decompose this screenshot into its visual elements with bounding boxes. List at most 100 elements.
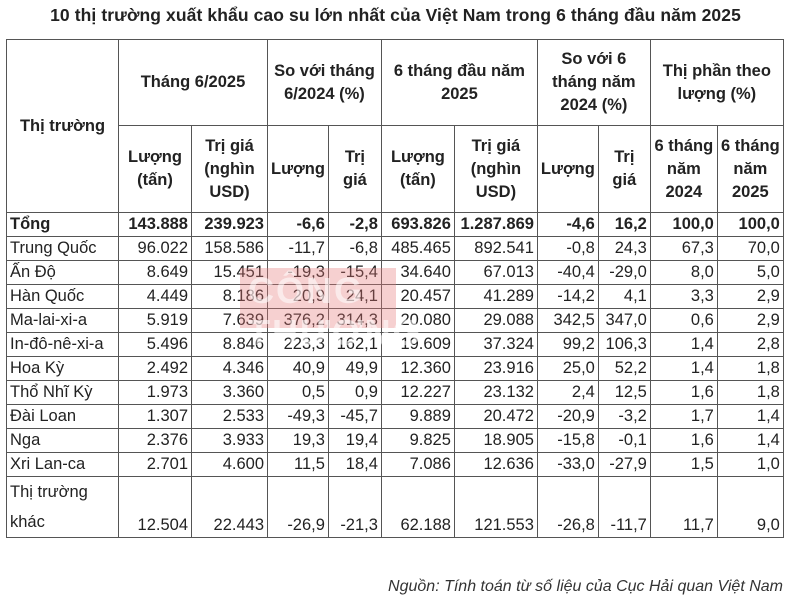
- table-cell: 9.889: [380, 404, 455, 429]
- table-cell: 25,0: [536, 356, 599, 381]
- table-cell: -49,3: [267, 404, 329, 429]
- table-cell: 8.846: [191, 332, 268, 357]
- table-cell: 106,3: [597, 332, 651, 357]
- table-cell: 24,1: [327, 284, 382, 309]
- table-cell: 11,5: [267, 452, 329, 477]
- table-cell: 5.496: [118, 332, 192, 357]
- table-cell: 1,6: [649, 428, 718, 453]
- table-cell: -27,9: [597, 452, 651, 477]
- table-cell: 12.360: [380, 356, 455, 381]
- table-cell: -40,4: [536, 260, 599, 285]
- market-name: Nga: [6, 428, 119, 453]
- table-cell: 22.443: [191, 476, 268, 538]
- table-cell: -6,8: [327, 236, 382, 261]
- table-cell: 1,4: [716, 428, 784, 453]
- table-row: Hàn Quốc 4.449 8.186 20,9 24,1 20.457 41.289 -1…: [6, 284, 784, 309]
- table-cell: 2.492: [118, 356, 192, 381]
- market-name: Hàn Quốc: [6, 284, 119, 309]
- table-cell: 162,1: [327, 332, 382, 357]
- table-cell: 2.533: [191, 404, 268, 429]
- table-cell: 7.639: [191, 308, 268, 333]
- table-cell: 99,2: [536, 332, 599, 357]
- table-cell: -3,2: [597, 404, 651, 429]
- table-cell: 29.088: [453, 308, 538, 333]
- table-row: Nga 2.376 3.933 19,3 19,4 9.825 18.905 -15,8 -0,…: [6, 428, 784, 453]
- table-row: Thị trường khác 12.504 22.443 -26,9 -21,3 62.…: [6, 476, 784, 538]
- subheader-volume-change: Lượng: [536, 125, 599, 213]
- table-cell: 0,9: [327, 380, 382, 405]
- table-cell: 12,5: [597, 380, 651, 405]
- subheader-value: Trị giá (nghìn USD): [453, 125, 538, 213]
- table-cell: 20.080: [380, 308, 455, 333]
- table-cell: 8.186: [191, 284, 268, 309]
- table-cell: 96.022: [118, 236, 192, 261]
- table-row-total: Tổng 143.888 239.923 -6,6 -2,8 693.826 1.287.8…: [6, 212, 784, 237]
- header-market: Thị trường: [6, 39, 119, 213]
- table-cell: 41.289: [453, 284, 538, 309]
- table-cell: 16,2: [597, 212, 651, 237]
- table-cell: -29,0: [597, 260, 651, 285]
- table-cell: 19,3: [267, 428, 329, 453]
- table-cell: 20.472: [453, 404, 538, 429]
- table-cell: 20,9: [267, 284, 329, 309]
- source-note: Nguồn: Tính toán từ số liệu của Cục Hải …: [388, 578, 783, 595]
- table-cell: -2,8: [327, 212, 382, 237]
- table-cell: 100,0: [649, 212, 718, 237]
- table-row: Hoa Kỳ 2.492 4.346 40,9 49,9 12.360 23.916 25,0…: [6, 356, 784, 381]
- subheader-value-change: Trị giá: [597, 125, 651, 213]
- table-cell: 1,5: [649, 452, 718, 477]
- table-cell: 347,0: [597, 308, 651, 333]
- table-cell: 239.923: [191, 212, 268, 237]
- table-cell: 9,0: [716, 476, 784, 538]
- table-cell: 18.905: [453, 428, 538, 453]
- subheader-volume: Lượng (tấn): [380, 125, 455, 213]
- table-cell: 49,9: [327, 356, 382, 381]
- table-cell: -19,3: [267, 260, 329, 285]
- table-cell: 223,3: [267, 332, 329, 357]
- table-cell: 1.307: [118, 404, 192, 429]
- table-cell: 19.609: [380, 332, 455, 357]
- rubber-export-table: Thị trường Tháng 6/2025 So với tháng 6/2…: [6, 39, 784, 538]
- market-name: Thị trường khác: [6, 476, 119, 538]
- table-cell: 4,1: [597, 284, 651, 309]
- header-june-2025: Tháng 6/2025: [118, 39, 268, 126]
- table-cell: 0,6: [649, 308, 718, 333]
- table-cell: 3.360: [191, 380, 268, 405]
- market-name: Ma-lai-xi-a: [6, 308, 119, 333]
- table-row: Trung Quốc 96.022 158.586 -11,7 -6,8 485.465 8…: [6, 236, 784, 261]
- table-cell: 1,6: [649, 380, 718, 405]
- subheader-volume-change: Lượng: [267, 125, 329, 213]
- table-cell: 314,3: [327, 308, 382, 333]
- table-cell: -15,4: [327, 260, 382, 285]
- table-row: Ma-lai-xi-a 5.919 7.639 376,2 314,3 20.080 29.…: [6, 308, 784, 333]
- table-cell: -21,3: [327, 476, 382, 538]
- table-title: 10 thị trường xuất khẩu cao su lớn nhất …: [50, 5, 741, 25]
- header-vs-6-months-2024: So với 6 tháng năm 2024 (%): [536, 39, 651, 126]
- table-cell: 1,4: [716, 404, 784, 429]
- table-cell: 7.086: [380, 452, 455, 477]
- table-cell: 12.636: [453, 452, 538, 477]
- table-cell: 1.973: [118, 380, 192, 405]
- table-cell: 34.640: [380, 260, 455, 285]
- table-cell: -33,0: [536, 452, 599, 477]
- table-cell: 1,7: [649, 404, 718, 429]
- table-cell: 1,4: [649, 356, 718, 381]
- table-cell: 5.919: [118, 308, 192, 333]
- table-cell: 3,3: [649, 284, 718, 309]
- table-cell: 67.013: [453, 260, 538, 285]
- table-cell: 2,8: [716, 332, 784, 357]
- table-cell: 1,4: [649, 332, 718, 357]
- table-cell: -20,9: [536, 404, 599, 429]
- table-cell: -26,9: [267, 476, 329, 538]
- table-cell: 19,4: [327, 428, 382, 453]
- table-cell: 376,2: [267, 308, 329, 333]
- header-market-share: Thị phần theo lượng (%): [649, 39, 784, 126]
- table-cell: 2,9: [716, 308, 784, 333]
- table-cell: 4.449: [118, 284, 192, 309]
- table-cell: -11,7: [597, 476, 651, 538]
- table-cell: 2,4: [536, 380, 599, 405]
- table-cell: 485.465: [380, 236, 455, 261]
- market-name: Đài Loan: [6, 404, 119, 429]
- header-6-months-2025: 6 tháng đầu năm 2025: [380, 39, 538, 126]
- table-cell: 1,0: [716, 452, 784, 477]
